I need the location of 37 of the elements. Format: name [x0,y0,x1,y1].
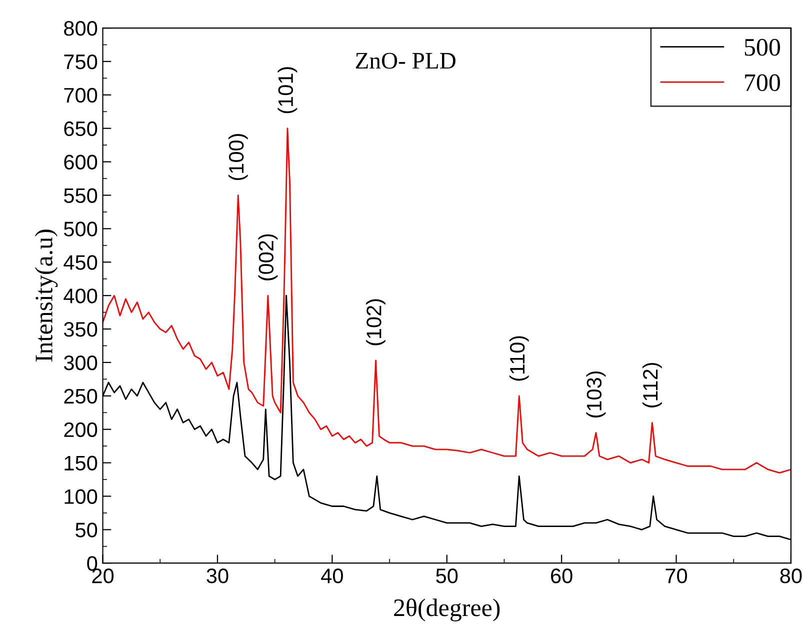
y-tick-label: 800 [64,21,98,36]
annotation: (110) [509,336,529,381]
x-tick-label: 70 [666,568,688,584]
annotation: (103) [586,371,606,418]
x-tick-label: 30 [206,568,228,584]
text: ZnO- PLD [356,52,456,69]
legend-label: 500 [744,38,780,56]
y-tick-label: 400 [64,288,98,304]
y-tick-label: 150 [64,456,98,471]
line-series [102,128,791,474]
y-tick-label: 100 [64,489,98,504]
y-tick-label: 300 [64,355,98,370]
y-tick-label: 550 [64,188,98,203]
y-tick-label: 50 [76,522,98,538]
y-tick-label: 250 [64,388,98,404]
x-axis-title: 2θ(degree) [394,598,500,622]
x-tick-label: 60 [551,568,572,584]
y-axis-title: Intensity(a.u) [34,230,58,362]
y-tick-label: 750 [64,54,98,70]
x-tick-label: 50 [436,568,458,584]
y-tick-label: 350 [64,322,98,337]
y-tick-label: 700 [64,88,98,103]
annotation: (101) [278,67,298,114]
annotation: (102) [366,299,386,346]
y-tick-label: 450 [64,255,98,270]
legend-label: 700 [745,74,780,92]
x-tick-label: 80 [780,568,802,584]
y-tick-label: 600 [64,154,98,170]
y-tick-label: 200 [64,422,98,438]
annotation: (112) [642,362,662,408]
y-tick-label: 0 [87,556,98,571]
annotation: (100) [228,134,248,180]
y-tick-label: 500 [64,222,98,236]
y-tick-label: 650 [64,121,98,136]
annotation: (002) [258,234,278,280]
x-tick-label: 20 [92,568,114,584]
x-tick-label: 40 [321,568,343,584]
